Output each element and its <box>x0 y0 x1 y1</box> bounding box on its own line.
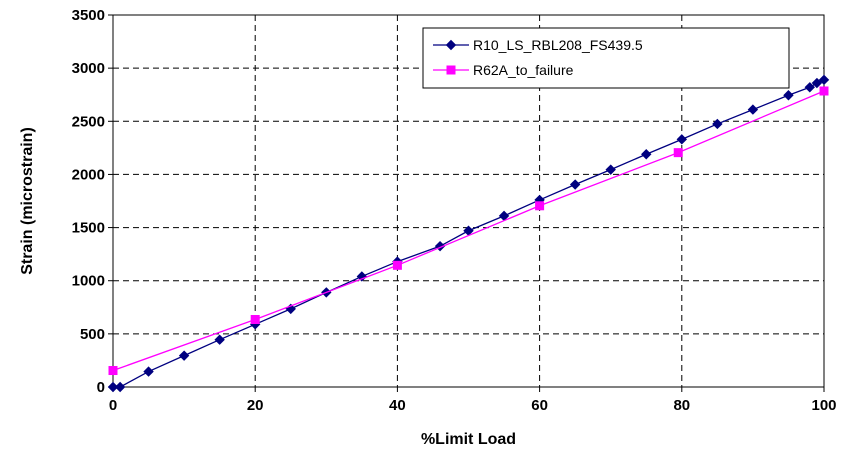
data-point <box>747 104 759 115</box>
x-tick-label: 20 <box>247 397 264 414</box>
data-point <box>804 82 815 93</box>
y-tick-label: 1000 <box>72 273 105 290</box>
legend-box <box>422 27 790 89</box>
legend-label: R10_LS_RBL208_FS439.5 <box>473 37 643 53</box>
legend-marker <box>446 65 456 75</box>
y-tick-label: 1500 <box>72 220 105 237</box>
y-tick-label: 3000 <box>72 60 105 77</box>
legend-marker <box>445 39 457 51</box>
data-point <box>392 260 402 270</box>
legend-item: R62A_to_failure <box>433 62 574 78</box>
x-axis-title: %Limit Load <box>421 431 516 448</box>
series-1-line <box>113 79 825 388</box>
x-tick-label: 80 <box>673 397 690 414</box>
data-point <box>108 366 118 376</box>
y-axis-title: Strain (microstrain) <box>19 127 36 275</box>
data-point <box>214 334 225 345</box>
legend-item: R10_LS_RBL208_FS439.5 <box>433 37 643 53</box>
data-point <box>673 148 683 158</box>
series-2 <box>108 86 829 376</box>
plot-area-frame <box>112 14 825 388</box>
x-tick-label: 0 <box>109 397 117 414</box>
series-layer <box>107 74 830 393</box>
y-tick-label: 0 <box>97 379 105 396</box>
legend: R10_LS_RBL208_FS439.5 R62A_to_failure <box>422 27 790 89</box>
x-tick-label: 60 <box>531 397 548 414</box>
data-point <box>143 366 154 377</box>
data-point <box>356 271 368 282</box>
data-point <box>819 86 829 96</box>
data-point <box>569 179 581 190</box>
data-point <box>114 381 126 393</box>
x-tick-label: 100 <box>811 397 836 414</box>
data-point <box>535 201 545 211</box>
data-point <box>605 164 616 175</box>
data-point <box>783 90 794 101</box>
legend-label: R62A_to_failure <box>473 62 574 78</box>
data-point <box>178 350 190 361</box>
y-tick-label: 2000 <box>72 166 105 183</box>
x-tick-label: 40 <box>389 397 406 414</box>
data-point <box>250 315 260 325</box>
data-point <box>712 118 723 130</box>
data-point <box>641 149 652 160</box>
series-2-line <box>112 90 825 372</box>
y-axis-ticks: 0 500 1000 1500 2000 2500 3000 3500 <box>72 7 113 396</box>
data-point <box>107 381 119 393</box>
data-point <box>811 77 823 89</box>
data-point <box>818 74 830 86</box>
data-point <box>676 134 688 145</box>
y-tick-label: 2500 <box>72 113 105 130</box>
y-tick-label: 500 <box>80 326 105 343</box>
y-tick-label: 3500 <box>72 7 105 24</box>
